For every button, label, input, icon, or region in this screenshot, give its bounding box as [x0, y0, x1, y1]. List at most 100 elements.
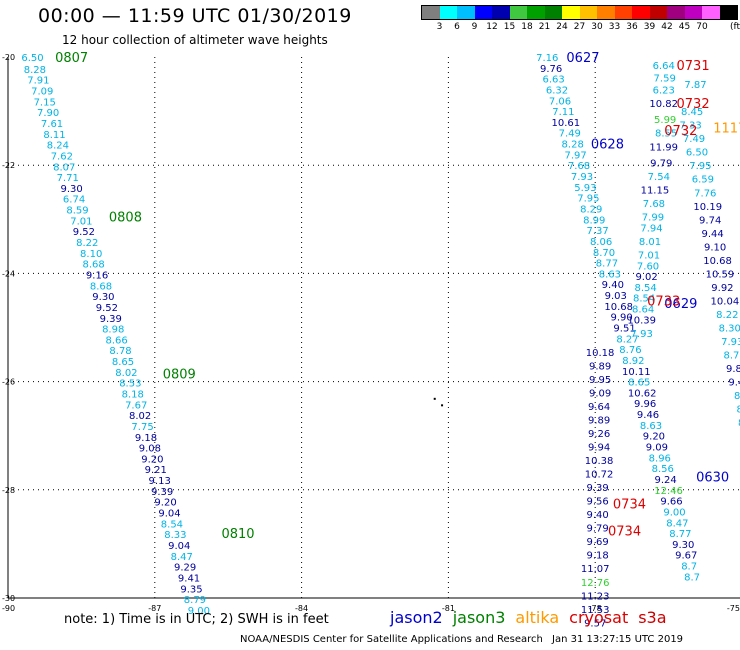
data-point-jason3: 7.62 — [51, 151, 73, 162]
colorbar-label: 6 — [454, 22, 460, 32]
data-point-jason3: 9.13 — [149, 476, 171, 487]
data-point-jason2: 8.55 — [655, 129, 677, 140]
data-point-jason3: 9.20 — [141, 454, 163, 465]
colorbar-label: 12 — [486, 22, 498, 32]
data-point-jason3: 8.79 — [184, 595, 206, 606]
data-point-jason2: 10.39 — [627, 315, 656, 326]
data-point-jason2: 9.84 — [726, 364, 740, 375]
data-point-jason2: 9.66 — [660, 497, 682, 508]
data-point-jason2: 8.29 — [580, 204, 602, 215]
data-point-jason2: 7.49 — [683, 134, 705, 145]
data-point-jason2: 7.06 — [549, 96, 571, 107]
data-point-jason2: 6.63 — [542, 75, 564, 86]
colorbar-swatch — [597, 6, 615, 19]
data-point-jason2: 8.28 — [562, 140, 584, 151]
data-point-jason2: 9.57 — [584, 618, 606, 629]
data-point-jason2: 7.59 — [654, 74, 676, 85]
island-dot — [441, 404, 444, 407]
pass-time-label: 0809 — [163, 367, 196, 382]
data-point-jason2: 9.79 — [650, 158, 672, 169]
data-point-jason2: 9.92 — [711, 283, 733, 294]
colorbar-swatch — [667, 6, 685, 19]
data-point-jason2: 9.44 — [728, 378, 740, 389]
data-point-jason3: 8.07 — [53, 162, 75, 173]
data-point-jason2: 10.19 — [693, 202, 722, 213]
data-point-jason3: 7.61 — [41, 119, 63, 130]
data-point-jason3: 8.22 — [76, 238, 98, 249]
data-point-jason2: 7.54 — [648, 172, 670, 183]
data-point-jason2: 11.15 — [641, 186, 670, 197]
data-point-jason3: 9.39 — [100, 314, 122, 325]
data-point-jason2: 12.46 — [654, 486, 683, 497]
data-point-jason2: 11.53 — [581, 605, 610, 616]
colorbar-swatch — [527, 6, 545, 19]
data-point-jason2: 10.59 — [706, 269, 735, 280]
colorbar-swatch — [614, 6, 632, 19]
data-point-jason2: 10.18 — [586, 348, 615, 359]
data-point-jason3: 9.18 — [135, 433, 157, 444]
pass-time-label: 1117 — [713, 121, 740, 136]
data-point-jason2: 9.94 — [588, 443, 610, 454]
data-point-jason2: 8.75 — [724, 351, 740, 362]
data-point-jason2: 9.95 — [589, 375, 611, 386]
page-title: 00:00 — 11:59 UTC 01/30/2019 — [38, 5, 352, 27]
legend-jason3: jason3 — [452, 608, 506, 627]
data-point-jason2: 7.87 — [684, 80, 706, 91]
data-point-jason2: 9.69 — [587, 537, 609, 548]
colorbar-label: 30 — [591, 22, 603, 32]
data-point-jason3: 8.59 — [66, 206, 88, 217]
colorbar-swatch — [649, 6, 667, 19]
data-point-jason2: 9.18 — [587, 551, 609, 562]
data-point-jason2: 7.11 — [552, 107, 574, 118]
colorbar-swatch — [509, 6, 527, 19]
data-point-jason2: 8.54 — [633, 294, 655, 305]
data-point-jason2: 8.92 — [622, 356, 644, 367]
footer-note: note: 1) Time is in UTC; 2) SWH is in fe… — [64, 612, 329, 627]
colorbar-swatch — [684, 6, 702, 19]
data-point-jason3: 8.54 — [161, 519, 183, 530]
data-point-jason2: 9.02 — [635, 272, 657, 283]
data-point-jason2: 9.10 — [704, 242, 726, 253]
data-point-jason3: 9.41 — [178, 573, 200, 584]
data-point-jason3: 8.78 — [109, 346, 131, 357]
pass-time-label: 0808 — [109, 211, 142, 226]
data-point-jason2: 10.04 — [711, 296, 740, 307]
data-point-jason2: 10.72 — [585, 470, 614, 481]
data-point-jason2: 9.39 — [587, 483, 609, 494]
data-point-jason2: 6.23 — [653, 85, 675, 96]
data-point-jason2: 9.40 — [587, 510, 609, 521]
colorbar-swatch — [474, 6, 492, 19]
colorbar-label: 27 — [573, 22, 586, 32]
colorbar-unit: (ft) — [730, 22, 740, 32]
data-point-jason2: 8.56 — [652, 464, 674, 475]
data-point-jason3: 8.47 — [171, 552, 193, 563]
data-point-jason2: 7.68 — [643, 199, 665, 210]
colorbar-label: 42 — [661, 22, 673, 32]
data-point-jason2: 8.47 — [666, 518, 688, 529]
data-point-jason3: 6.50 — [21, 53, 43, 64]
data-point-jason2: 7.93 — [571, 172, 593, 183]
data-point-jason2: 8.01 — [639, 237, 661, 248]
data-point-jason3: 8.68 — [90, 281, 112, 292]
data-point-jason2: 7.01 — [638, 250, 660, 261]
colorbar-swatch — [719, 6, 737, 19]
data-point-jason2: 9.96 — [634, 399, 656, 410]
data-point-jason2: 10.68 — [703, 256, 732, 267]
data-point-jason2: 11.23 — [581, 591, 610, 602]
data-point-jason2: 9.46 — [637, 410, 659, 421]
colorbar-swatch — [579, 6, 597, 19]
legend-cryosat: cryosat — [569, 608, 629, 627]
pass-time-label: 0733 — [647, 294, 680, 309]
data-point-jason2: 6.50 — [686, 148, 708, 159]
data-point-jason2: 7.95 — [577, 194, 599, 205]
colorbar-swatch — [632, 6, 650, 19]
data-point-jason2: 9.56 — [587, 497, 609, 508]
data-point-jason2: 8.3 — [738, 418, 740, 429]
pass-time-label: 0630 — [696, 470, 729, 485]
data-point-jason3: 7.15 — [34, 97, 56, 108]
data-point-jason2: 12.76 — [581, 578, 610, 589]
data-point-jason3: 7.91 — [27, 76, 49, 87]
colorbar-swatch — [562, 6, 580, 19]
data-point-jason2: 10.38 — [585, 456, 614, 467]
data-point-jason3: 9.04 — [158, 509, 180, 520]
